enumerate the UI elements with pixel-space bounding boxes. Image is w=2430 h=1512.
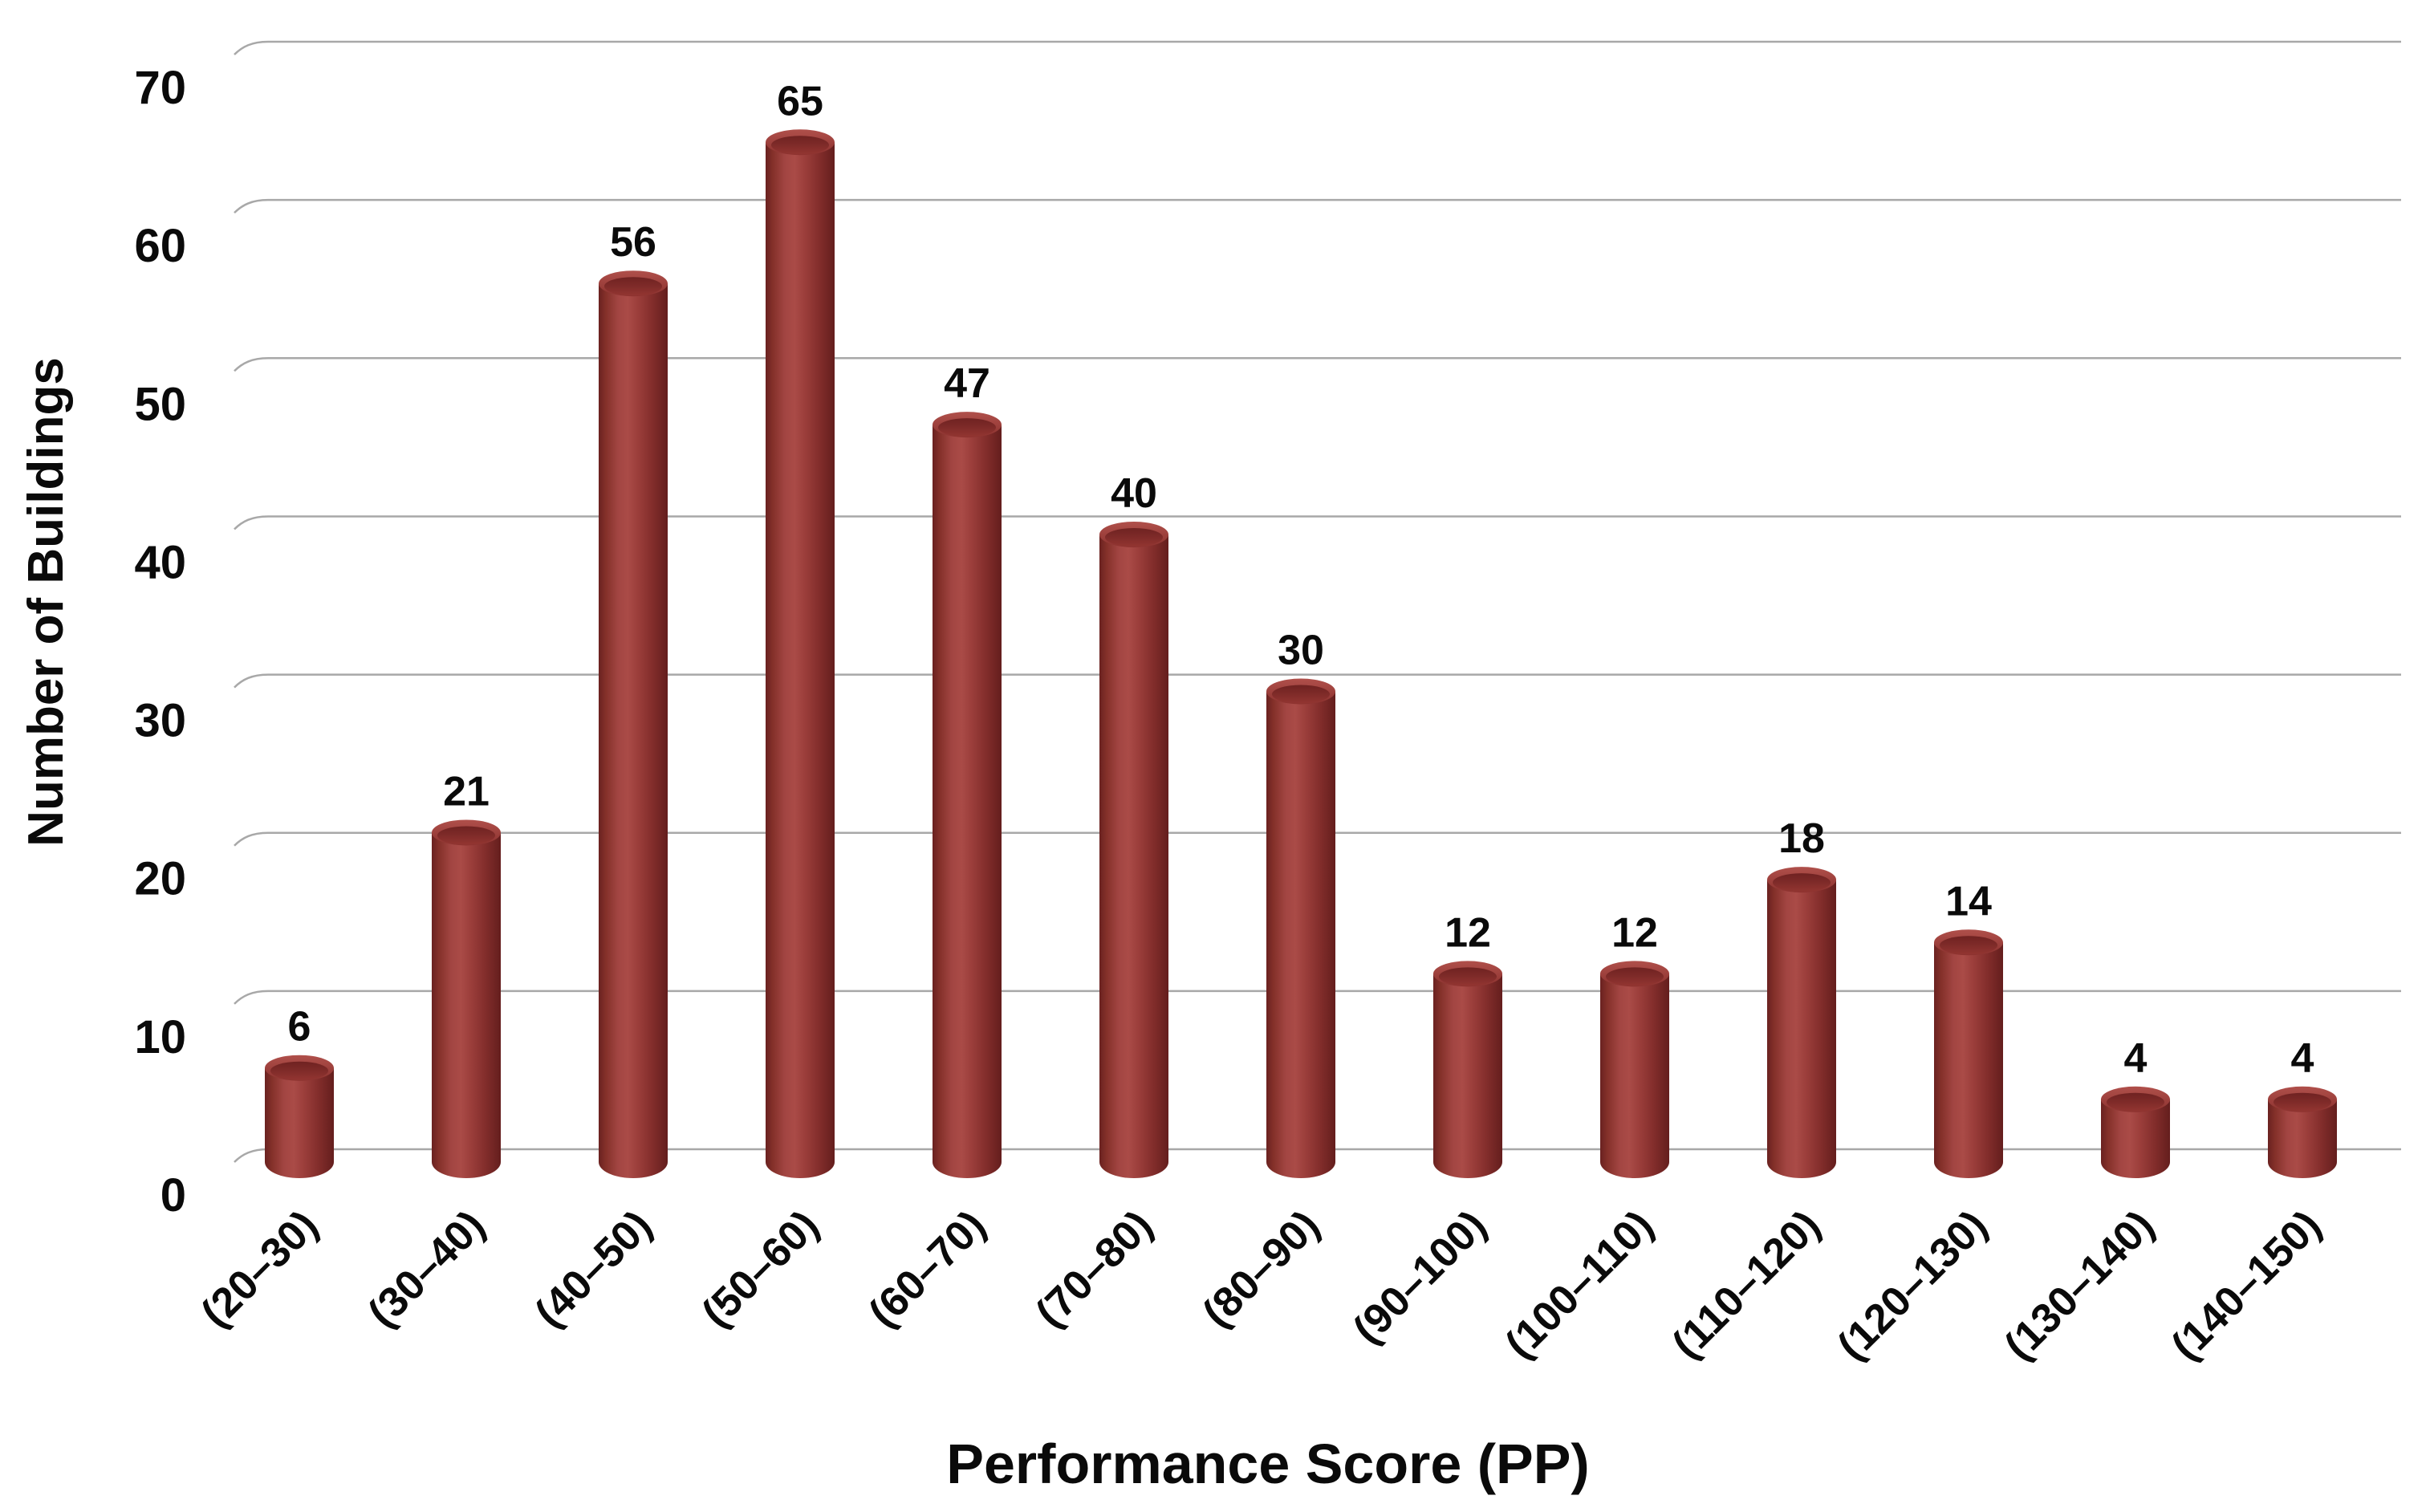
bar-body (1767, 880, 1836, 1162)
x-tick-label: (90–100) (1344, 1201, 1495, 1352)
bar-(140–150) (2268, 1086, 2337, 1178)
x-tick-label: (80–90) (1194, 1201, 1329, 1336)
gridline-20 (234, 831, 2401, 847)
bar-top-cap-inner (270, 1061, 328, 1080)
bar-body (599, 283, 668, 1163)
bar-value-label: 4 (2291, 1035, 2314, 1082)
bar-series (265, 129, 2337, 1178)
gridline-50 (234, 357, 2401, 372)
y-tick-label-50: 50 (134, 378, 186, 430)
bar-top-cap-inner (1773, 873, 1831, 892)
gridlines (234, 40, 2401, 1163)
y-tick-label-20: 20 (134, 853, 186, 905)
bar-(30–40) (432, 819, 501, 1178)
bar-top-cap-inner (938, 418, 996, 437)
x-tick-label: (110–120) (1664, 1201, 1830, 1368)
bar-value-label: 12 (1445, 909, 1491, 956)
x-tick-label: (60–70) (860, 1201, 995, 1336)
y-tick-label-70: 70 (134, 62, 186, 114)
bar-(80–90) (1266, 678, 1335, 1178)
bar-value-label: 30 (1278, 628, 1324, 674)
bar-value-label: 18 (1778, 815, 1825, 862)
bar-(20–30) (265, 1055, 334, 1178)
y-tick-label-30: 30 (134, 695, 186, 747)
bar-body (265, 1067, 334, 1162)
x-tick-label: (130–140) (1996, 1201, 2164, 1369)
bar-top-cap-inner (1105, 528, 1163, 547)
y-tick-label-10: 10 (134, 1011, 186, 1063)
bar-body (1934, 942, 2003, 1162)
bar-(120–130) (1934, 929, 2003, 1178)
bar-value-label: 12 (1611, 909, 1658, 956)
gridline-70 (234, 40, 2401, 55)
bar-value-label: 65 (777, 78, 823, 124)
y-axis-title: Number of Buildings (18, 357, 74, 847)
x-tick-label: (50–60) (693, 1201, 828, 1336)
bar-top-cap-inner (604, 277, 662, 296)
bar-value-label: 40 (1111, 470, 1157, 517)
bar-top-cap-inner (1439, 967, 1497, 986)
x-tick-label: (30–40) (360, 1201, 494, 1336)
bar-value-label: 14 (1945, 878, 1992, 925)
y-tick-label-60: 60 (134, 220, 186, 272)
bar-body (1600, 973, 1669, 1162)
bar-value-label: 6 (288, 1004, 311, 1051)
x-axis-tick-labels: (20–30) (30–40) (40–50) (50–60) (60–70) (70–8… (193, 1201, 2330, 1369)
bar-(130–140) (2101, 1086, 2170, 1178)
bar-(50–60) (766, 129, 835, 1178)
bar-top-cap-inner (2107, 1092, 2164, 1112)
bar-(60–70) (933, 412, 1002, 1178)
y-tick-label-40: 40 (134, 536, 186, 588)
bar-(40–50) (599, 270, 668, 1178)
gridline-10 (234, 990, 2401, 1005)
bar-(100–110) (1600, 961, 1669, 1178)
y-tick-label-0: 0 (161, 1169, 186, 1221)
y-axis-tick-labels: 0 10 20 30 40 50 60 70 (134, 62, 186, 1221)
bar-value-label: 21 (443, 768, 490, 815)
bar-(90–100) (1433, 961, 1502, 1178)
bar-top-cap-inner (1272, 685, 1330, 704)
bar-value-label: 4 (2124, 1035, 2148, 1082)
bar-body (766, 142, 835, 1162)
bar-top-cap-inner (1940, 936, 1997, 955)
x-tick-label: (40–50) (526, 1201, 661, 1336)
bar-body (933, 425, 1002, 1162)
x-tick-label: (140–150) (2163, 1201, 2330, 1369)
bar-(110–120) (1767, 867, 1836, 1178)
bar-body (1433, 973, 1502, 1162)
bar-top-cap-inner (437, 826, 495, 845)
x-tick-label: (70–80) (1027, 1201, 1162, 1336)
bar-top-cap-inner (1606, 967, 1664, 986)
bar-top-cap-inner (2274, 1092, 2331, 1112)
x-tick-label: (120–130) (1829, 1201, 1997, 1369)
bar-body (1099, 534, 1168, 1162)
bar-(70–80) (1099, 522, 1168, 1178)
bar-value-label: 47 (944, 360, 990, 407)
bar-body (1266, 691, 1335, 1162)
gridline-40 (234, 515, 2401, 530)
bar-value-label: 56 (610, 219, 656, 266)
gridline-60 (234, 198, 2401, 214)
bar-value-labels: 6 21 56 65 47 40 30 12 12 18 14 4 4 (288, 78, 2314, 1082)
bar-body (432, 832, 501, 1162)
gridline-30 (234, 673, 2401, 689)
bar-top-cap-inner (771, 136, 829, 155)
x-tick-label: (20–30) (193, 1201, 327, 1336)
x-tick-label: (100–110) (1497, 1201, 1663, 1368)
x-axis-title: Performance Score (PP) (946, 1433, 1589, 1495)
